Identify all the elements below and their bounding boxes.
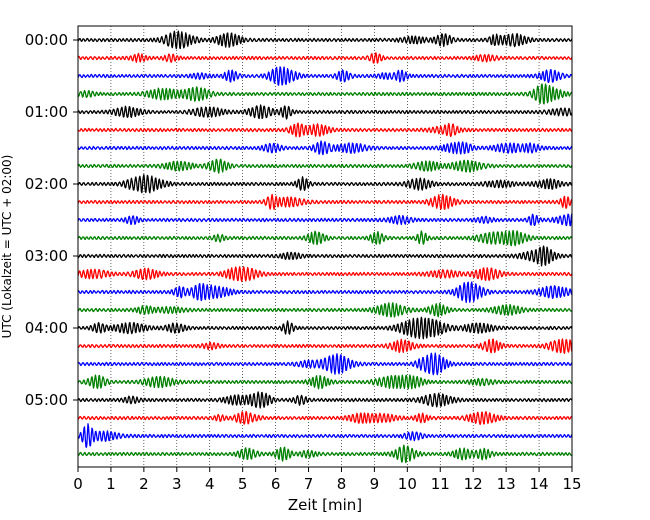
trace-04-45 xyxy=(77,374,573,390)
trace-04-30 xyxy=(77,352,573,376)
x-axis-ticks: 0 1 2 3 4 5 6 7 8 9 10 11 12 13 14 15 xyxy=(73,467,582,493)
x-tick-label: 2 xyxy=(139,475,149,493)
x-tick-label: 11 xyxy=(431,475,450,493)
x-tick-label: 3 xyxy=(172,475,182,493)
trace-00-45 xyxy=(77,83,573,105)
x-axis-label: Zeit [min] xyxy=(288,496,362,514)
x-tick-label: 13 xyxy=(497,475,516,493)
y-axis-label: UTC (Lokalzeit = UTC + 02:00) xyxy=(0,155,14,339)
plot-frame xyxy=(77,25,573,468)
trace-01-30 xyxy=(77,140,573,156)
seismic-traces xyxy=(77,30,573,464)
x-tick-label: 7 xyxy=(304,475,314,493)
x-tick-label: 15 xyxy=(562,475,581,493)
trace-05-30 xyxy=(77,423,573,448)
trace-03-45 xyxy=(77,302,573,318)
y-tick-label: 05:00 xyxy=(25,391,68,409)
trace-00-30 xyxy=(77,66,573,86)
trace-02-45 xyxy=(77,229,573,247)
trace-01-15 xyxy=(77,122,573,138)
trace-02-30 xyxy=(77,213,573,227)
trace-04-00 xyxy=(77,316,573,340)
trace-02-15 xyxy=(77,193,573,210)
y-tick-label: 02:00 xyxy=(25,175,68,193)
trace-05-45 xyxy=(77,444,573,464)
trace-03-15 xyxy=(77,266,573,282)
trace-05-15 xyxy=(77,410,573,426)
x-tick-label: 12 xyxy=(464,475,483,493)
x-tick-label: 8 xyxy=(337,475,347,493)
y-tick-label: 03:00 xyxy=(25,247,68,265)
y-tick-label: 04:00 xyxy=(25,319,68,337)
y-axis-ticks: 00:00 01:00 02:00 03:00 04:00 05:00 xyxy=(25,31,78,409)
trace-01-45 xyxy=(77,158,573,174)
x-tick-label: 9 xyxy=(370,475,380,493)
x-tick-label: 0 xyxy=(73,475,83,493)
y-tick-label: 01:00 xyxy=(25,103,68,121)
x-tick-label: 1 xyxy=(106,475,116,493)
x-tick-label: 6 xyxy=(271,475,281,493)
trace-01-00 xyxy=(77,104,573,120)
trace-03-00 xyxy=(77,245,573,267)
trace-04-15 xyxy=(77,338,573,354)
x-tick-label: 14 xyxy=(530,475,549,493)
trace-05-00 xyxy=(77,391,573,409)
trace-03-30 xyxy=(77,281,573,304)
y-tick-label: 00:00 xyxy=(25,31,68,49)
trace-00-00 xyxy=(77,30,573,50)
x-tick-label: 4 xyxy=(205,475,215,493)
x-tick-label: 5 xyxy=(238,475,248,493)
trace-00-15 xyxy=(77,52,573,64)
trace-02-00 xyxy=(77,174,573,194)
x-tick-label: 10 xyxy=(398,475,417,493)
